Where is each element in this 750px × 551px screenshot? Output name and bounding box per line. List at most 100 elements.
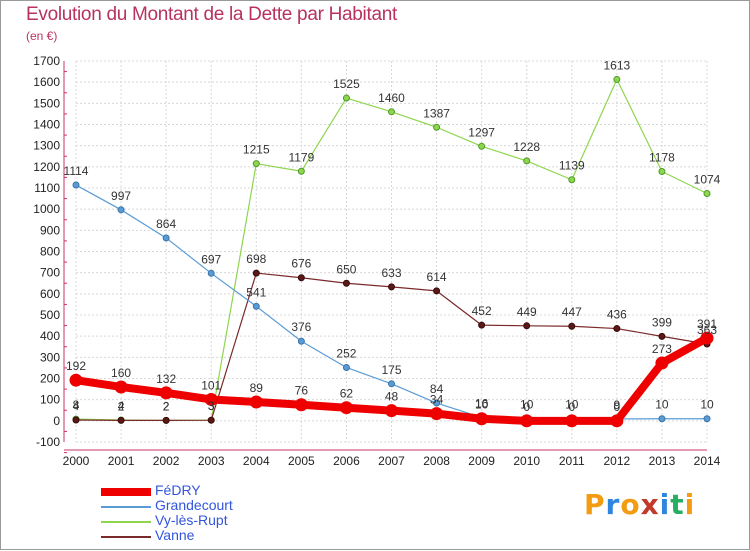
data-point [69,373,83,387]
data-label: 436 [607,308,627,322]
x-tick-label: 2010 [513,454,540,468]
legend-swatch [101,506,151,508]
data-point [252,269,260,277]
legend-label: FéDRY [155,482,201,498]
data-label: 0 [614,400,621,414]
data-point [339,401,353,415]
logo-letter: i [684,488,696,521]
data-label: 62 [340,387,354,401]
data-label: 363 [697,323,717,337]
data-label: 1215 [243,143,270,157]
data-point [117,206,125,214]
data-point [433,287,441,295]
data-label: 132 [156,372,176,386]
data-point [252,160,260,168]
data-label: 3 [208,399,215,413]
legend-label: Vanne [155,527,195,543]
data-label: 997 [111,189,131,203]
data-label: 1179 [288,150,314,164]
data-label: 1074 [694,173,721,187]
data-label: 192 [66,359,86,373]
x-tick-label: 2002 [153,454,180,468]
data-point [207,269,215,277]
y-tick-label: 300 [40,350,60,364]
data-point [297,274,305,282]
data-label: 89 [250,381,264,395]
data-point [297,337,305,345]
data-point [159,386,173,400]
data-point [568,176,576,184]
x-tick-label: 2009 [468,454,495,468]
x-tick-label: 2000 [63,454,90,468]
data-label: 2 [118,399,125,413]
data-point [658,332,666,340]
x-tick-label: 2008 [423,454,450,468]
x-tick-label: 2014 [694,454,721,468]
data-label: 1613 [604,58,631,72]
y-tick-label: 1400 [33,118,60,132]
x-tick-label: 2001 [108,454,135,468]
data-label: 452 [472,304,492,318]
data-point [478,321,486,329]
data-point [703,190,711,198]
data-label: 1460 [378,91,405,105]
data-point [342,363,350,371]
logo-letter: r [605,488,621,521]
data-label: 10 [520,398,534,412]
x-tick-label: 2013 [649,454,676,468]
data-label: 1297 [468,125,495,139]
data-label: 76 [295,384,309,398]
x-tick-label: 2012 [604,454,631,468]
data-label: 1114 [64,164,89,178]
data-point [388,108,395,116]
data-label: 160 [111,366,131,380]
y-tick-label: 100 [40,393,60,407]
data-point [117,416,125,424]
data-point [475,412,489,426]
chart-title: Evolution du Montant de la Dette par Hab… [26,4,397,25]
data-point [388,380,395,388]
data-label: 4 [73,399,80,413]
data-label: 10 [475,398,489,412]
y-tick-label: 600 [40,287,60,301]
y-tick-label: 1300 [33,139,60,153]
data-point [433,123,441,131]
data-point [72,181,80,189]
data-label: 273 [652,342,672,356]
data-point [565,414,579,428]
data-label: 1387 [423,106,450,120]
data-label: 399 [652,315,672,329]
legend-swatch [101,488,151,496]
legend-label: Grandecourt [155,497,233,513]
data-point [523,157,531,165]
x-tick-label: 2004 [243,454,270,468]
data-point [162,234,170,242]
data-label: 449 [517,305,537,319]
data-label: 698 [246,252,266,266]
data-point [655,356,669,370]
y-tick-label: -100 [36,435,60,449]
logo-letter: o [620,488,641,521]
data-point [658,167,666,175]
legend-swatch [101,536,151,538]
data-label: 391 [697,317,717,331]
data-point [72,416,80,424]
data-label: 101 [201,378,221,392]
data-label: 650 [336,262,356,276]
legend-label: Vy-lès-Rupt [155,512,228,528]
data-point [613,75,621,83]
data-label: 16 [475,396,489,410]
data-point [430,407,444,421]
data-point [658,415,666,423]
data-label: 541 [246,285,266,299]
data-label: 633 [381,266,401,280]
y-tick-label: 1700 [33,54,60,68]
x-tick-label: 2007 [378,454,405,468]
data-label: 864 [156,217,176,231]
proxiti-logo: Proxiti [584,488,695,521]
data-label: 1178 [649,150,675,164]
y-tick-label: 1500 [33,96,60,110]
x-tick-label: 2005 [288,454,315,468]
data-label: 676 [291,257,311,271]
